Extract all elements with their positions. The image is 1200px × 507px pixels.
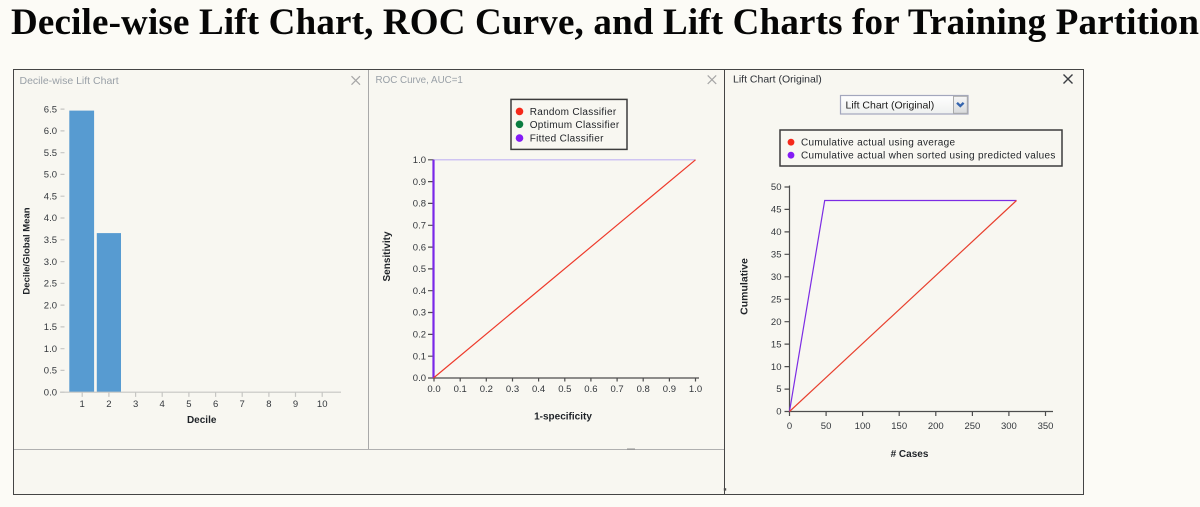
svg-text:0.5: 0.5 [44,366,57,377]
svg-text:Cumulative actual using averag: Cumulative actual using average [801,138,956,149]
svg-text:Fitted Classifier: Fitted Classifier [530,134,604,145]
svg-text:4.5: 4.5 [44,191,57,202]
svg-text:45: 45 [771,205,782,216]
svg-text:50: 50 [821,421,832,432]
svg-text:0.1: 0.1 [413,351,426,362]
svg-text:Cumulative: Cumulative [739,258,751,315]
svg-text:10: 10 [771,362,782,373]
svg-text:1.0: 1.0 [689,384,702,395]
svg-text:0.8: 0.8 [413,199,426,210]
svg-text:1.0: 1.0 [413,155,426,166]
svg-text:0.9: 0.9 [413,177,426,188]
svg-text:0.2: 0.2 [480,384,493,395]
svg-text:2.0: 2.0 [44,300,57,311]
svg-text:5: 5 [776,384,781,395]
svg-text:6.0: 6.0 [44,126,57,137]
svg-text:1-specificity: 1-specificity [534,412,592,423]
svg-text:150: 150 [891,421,907,432]
svg-text:Decile: Decile [187,415,217,426]
svg-text:6: 6 [213,399,218,410]
svg-text:300: 300 [1001,421,1017,432]
svg-text:1.5: 1.5 [44,322,57,333]
svg-text:0.9: 0.9 [663,384,676,395]
svg-text:0.4: 0.4 [532,384,545,395]
svg-text:Decile/Global Mean: Decile/Global Mean [22,207,33,294]
svg-text:50: 50 [771,182,782,193]
svg-text:15: 15 [771,339,782,350]
svg-text:4.0: 4.0 [44,213,57,224]
svg-text:7: 7 [240,399,245,410]
svg-text:Decile-wise Lift Chart: Decile-wise Lift Chart [20,75,119,87]
svg-text:9: 9 [293,399,298,410]
svg-text:30: 30 [771,272,782,283]
svg-text:10: 10 [317,399,328,410]
svg-text:8: 8 [266,399,271,410]
svg-text:Cumulative actual when sorted: Cumulative actual when sorted using pred… [801,151,1056,162]
svg-text:0: 0 [787,421,792,432]
svg-text:4: 4 [160,399,165,410]
svg-text:0.7: 0.7 [413,221,426,232]
svg-text:ROC Curve, AUC=1: ROC Curve, AUC=1 [376,75,463,86]
svg-text:Sensitivity: Sensitivity [382,231,393,281]
svg-text:2: 2 [106,399,111,410]
svg-text:0.5: 0.5 [558,384,571,395]
svg-text:0.0: 0.0 [427,384,440,395]
svg-text:0: 0 [776,407,781,418]
svg-text:100: 100 [855,421,871,432]
svg-text:0.6: 0.6 [413,242,426,253]
svg-text:0.7: 0.7 [610,384,623,395]
svg-text:200: 200 [928,421,944,432]
svg-text:3: 3 [133,399,138,410]
svg-text:1: 1 [80,399,85,410]
svg-text:350: 350 [1038,421,1054,432]
svg-text:0.8: 0.8 [637,384,650,395]
svg-text:35: 35 [771,250,782,261]
svg-text:5.5: 5.5 [44,148,57,159]
svg-text:5.0: 5.0 [44,170,57,181]
svg-text:6.5: 6.5 [44,104,57,115]
svg-text:0.5: 0.5 [413,264,426,275]
svg-text:0.3: 0.3 [506,384,519,395]
svg-text:0.0: 0.0 [413,373,426,384]
svg-text:0.2: 0.2 [413,330,426,341]
svg-text:0.3: 0.3 [413,308,426,319]
svg-text:5: 5 [186,399,191,410]
svg-text:Lift Chart (Original): Lift Chart (Original) [733,74,822,86]
svg-text:Random Classifier: Random Classifier [530,107,617,118]
svg-text:Optimum Classifier: Optimum Classifier [530,120,620,131]
svg-text:# Cases: # Cases [891,449,929,460]
svg-text:20: 20 [771,317,782,328]
svg-text:0.6: 0.6 [584,384,597,395]
svg-text:40: 40 [771,227,782,238]
svg-text:0.1: 0.1 [454,384,467,395]
svg-text:25: 25 [771,294,782,305]
svg-text:3.0: 3.0 [44,257,57,268]
svg-text:250: 250 [964,421,980,432]
svg-text:0.4: 0.4 [413,286,426,297]
svg-text:1.0: 1.0 [44,344,57,355]
svg-text:3.5: 3.5 [44,235,57,246]
svg-text:Lift Chart (Original): Lift Chart (Original) [846,100,935,112]
svg-text:0.0: 0.0 [44,387,57,398]
svg-text:2.5: 2.5 [44,279,57,290]
